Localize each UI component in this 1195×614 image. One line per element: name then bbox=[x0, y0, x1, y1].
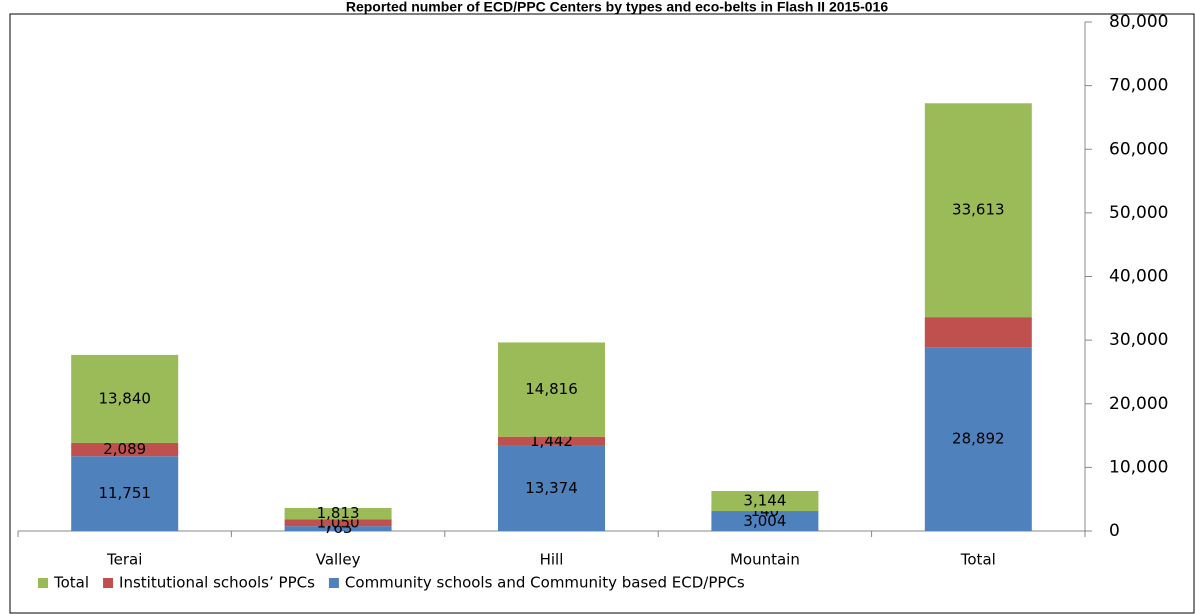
bar-segment bbox=[71, 442, 179, 457]
data-label: 13,374 bbox=[525, 479, 578, 497]
y-tick-label: 10,000 bbox=[1109, 457, 1168, 477]
bar-segment bbox=[498, 445, 605, 531]
legend-swatch bbox=[38, 578, 48, 588]
bar-segment bbox=[284, 519, 392, 527]
bar-segment bbox=[71, 354, 179, 443]
bar-segment bbox=[924, 103, 1032, 318]
y-tick-label: 20,000 bbox=[1109, 394, 1168, 414]
data-label: 11,751 bbox=[98, 484, 151, 502]
legend-label: Institutional schools’ PPCs bbox=[119, 574, 315, 592]
x-tick-label: Mountain bbox=[730, 551, 800, 569]
bar-segment bbox=[711, 490, 819, 511]
x-tick-label: Total bbox=[960, 551, 996, 569]
bar-segment bbox=[924, 317, 1032, 348]
legend-label: Total bbox=[53, 574, 89, 592]
y-tick-label: 60,000 bbox=[1109, 139, 1168, 159]
legend-label: Community schools and Community based EC… bbox=[345, 574, 745, 592]
y-tick-label: 40,000 bbox=[1109, 267, 1168, 287]
legend-swatch bbox=[103, 578, 114, 588]
x-tick-label: Valley bbox=[316, 551, 361, 569]
y-tick-label: 0 bbox=[1109, 521, 1120, 541]
bar-segment bbox=[284, 507, 392, 520]
legend-swatch bbox=[328, 578, 339, 588]
data-label: 33,613 bbox=[952, 201, 1005, 219]
data-label: 13,840 bbox=[98, 389, 151, 407]
y-tick-label: 80,000 bbox=[1109, 12, 1168, 32]
bar-segment bbox=[71, 456, 179, 531]
y-tick-label: 50,000 bbox=[1109, 203, 1168, 223]
bar-segment bbox=[924, 347, 1032, 531]
data-label: 14,816 bbox=[525, 380, 578, 398]
data-label: 2,089 bbox=[103, 440, 146, 458]
chart-frame bbox=[9, 13, 1195, 614]
y-tick-label: 70,000 bbox=[1109, 76, 1168, 96]
bar-segment bbox=[498, 342, 605, 437]
x-tick-label: Hill bbox=[540, 551, 564, 569]
bar-segment bbox=[711, 510, 819, 512]
y-tick-label: 30,000 bbox=[1109, 330, 1168, 350]
bar-segment bbox=[284, 526, 392, 531]
data-label: 3,144 bbox=[743, 491, 786, 509]
data-label: 3,004 bbox=[743, 512, 786, 530]
data-label: 28,892 bbox=[952, 430, 1005, 448]
chart-title: Reported number of ECD/PPC Centers by ty… bbox=[346, 0, 888, 15]
bar-segment bbox=[711, 511, 819, 531]
x-tick-label: Terai bbox=[106, 551, 142, 569]
bar-segment bbox=[498, 436, 605, 446]
data-label: 1,813 bbox=[317, 504, 360, 522]
